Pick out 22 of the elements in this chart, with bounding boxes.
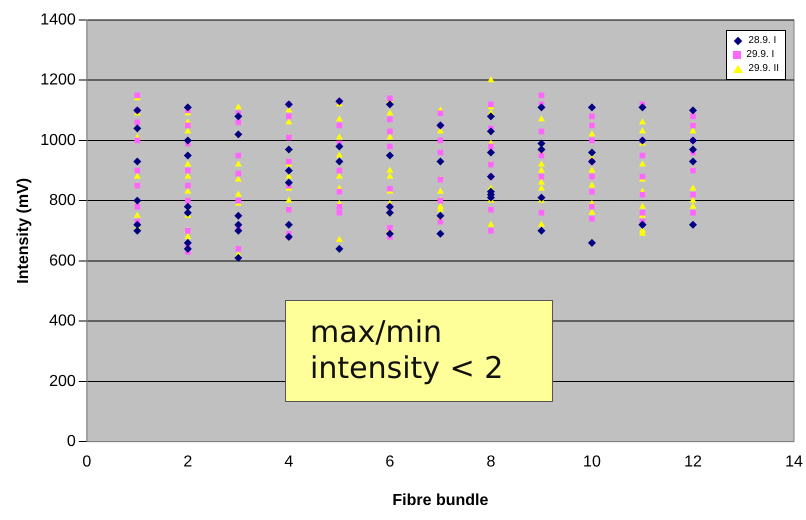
y-tick-label: 0 bbox=[66, 433, 76, 450]
y-tick-label: 1400 bbox=[40, 11, 76, 28]
y-tick-label: 800 bbox=[49, 192, 76, 210]
y-axis-title: Intensity (mV) bbox=[15, 178, 32, 284]
y-tick-label: 200 bbox=[49, 372, 76, 390]
x-tick-label: 10 bbox=[583, 454, 601, 471]
y-tick-label: 600 bbox=[49, 252, 76, 270]
y-tick-label: 400 bbox=[49, 312, 76, 330]
x-tick-label: 12 bbox=[684, 454, 702, 471]
annotation: max/min intensity < 2 bbox=[285, 300, 553, 402]
legend-label: 29.9. II bbox=[748, 62, 779, 76]
legend-label: 29.9. I bbox=[746, 48, 774, 62]
y-tick-label: 1200 bbox=[40, 72, 76, 89]
x-tick-label: 2 bbox=[183, 454, 192, 471]
x-tick-label: 0 bbox=[82, 454, 92, 471]
x-tick-label: 6 bbox=[385, 454, 394, 471]
y-tick-label: 1000 bbox=[40, 132, 76, 149]
x-axis-title: Fibre bundle bbox=[392, 492, 488, 509]
legend-label: 28.9. I bbox=[748, 34, 776, 48]
x-tick-label: 8 bbox=[486, 454, 496, 471]
x-tick-label: 4 bbox=[284, 454, 294, 471]
x-tick-label: 14 bbox=[785, 454, 803, 471]
